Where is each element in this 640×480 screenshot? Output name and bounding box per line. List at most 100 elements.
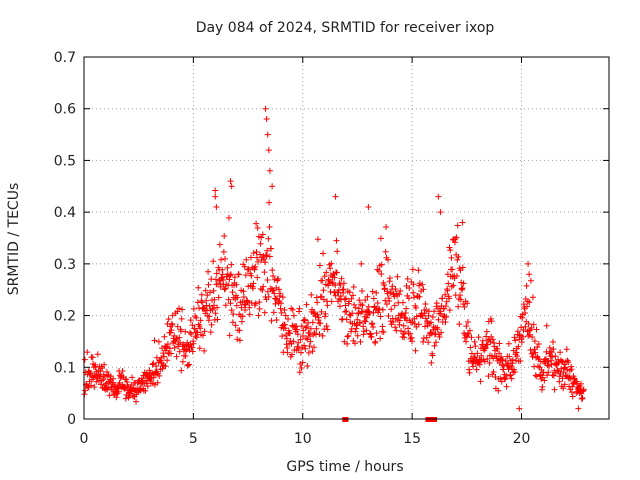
data-point — [411, 320, 418, 327]
x-axis-label: GPS time / hours — [286, 459, 403, 475]
data-point — [454, 256, 461, 263]
data-point — [454, 222, 461, 229]
data-point — [377, 235, 384, 242]
data-point — [240, 294, 247, 301]
data-point — [455, 253, 462, 260]
data-point — [384, 290, 391, 297]
data-point — [435, 193, 442, 200]
data-point — [198, 291, 205, 298]
data-point — [307, 325, 314, 332]
data-point — [233, 281, 240, 288]
data-point — [580, 386, 587, 393]
data-point — [529, 353, 536, 360]
data-point — [550, 339, 556, 346]
data-point — [528, 325, 535, 332]
data-point — [423, 334, 430, 341]
data-point — [429, 313, 436, 320]
data-point — [529, 334, 536, 341]
data-point — [343, 316, 350, 323]
data-point — [351, 340, 358, 347]
data-points — [81, 105, 587, 412]
data-point — [320, 250, 327, 257]
data-point — [416, 293, 423, 300]
data-point — [349, 292, 356, 299]
data-point — [97, 368, 104, 375]
data-point — [256, 305, 263, 312]
data-point — [401, 334, 408, 341]
data-point — [410, 289, 417, 296]
data-point — [307, 333, 314, 340]
data-point — [269, 183, 276, 190]
data-point — [265, 235, 272, 242]
data-point — [514, 353, 521, 360]
data-point — [473, 366, 480, 373]
data-point — [421, 310, 428, 317]
y-tick-label: 0.7 — [54, 50, 76, 66]
data-point — [189, 348, 196, 355]
data-point — [482, 344, 489, 351]
data-point — [433, 300, 440, 307]
data-point — [281, 306, 288, 313]
data-point — [279, 333, 286, 340]
data-point — [290, 312, 297, 319]
data-point — [552, 353, 559, 360]
data-point — [575, 405, 582, 412]
data-point — [260, 283, 267, 290]
data-point — [212, 193, 219, 200]
data-point — [239, 313, 246, 320]
data-point — [189, 322, 196, 329]
data-point — [328, 298, 335, 305]
data-point — [314, 311, 321, 318]
data-point — [156, 372, 163, 379]
data-point — [505, 340, 512, 347]
data-point — [301, 316, 308, 323]
data-point — [548, 361, 555, 368]
data-point — [485, 373, 492, 380]
data-point — [146, 367, 153, 374]
data-point — [459, 285, 466, 292]
data-point — [308, 291, 315, 298]
data-point — [506, 353, 513, 360]
data-point — [503, 383, 510, 390]
data-point — [279, 294, 286, 301]
data-point — [522, 323, 529, 330]
data-point — [462, 338, 469, 345]
data-point — [525, 260, 532, 267]
data-point — [263, 116, 270, 123]
data-point — [362, 297, 369, 304]
data-point — [89, 354, 96, 361]
data-point — [340, 286, 347, 293]
data-point — [257, 240, 264, 247]
data-point — [406, 285, 413, 292]
data-point — [210, 302, 217, 309]
data-point — [343, 308, 350, 315]
data-point — [522, 309, 529, 316]
data-point — [142, 387, 149, 394]
data-point — [302, 345, 309, 352]
data-point — [165, 349, 172, 356]
data-point — [397, 287, 404, 294]
data-point — [369, 288, 376, 295]
data-point — [336, 303, 343, 310]
data-point — [278, 309, 285, 316]
data-point — [88, 382, 95, 389]
data-point — [455, 303, 462, 310]
data-point — [253, 248, 260, 255]
data-point — [346, 289, 353, 296]
data-point — [534, 344, 541, 351]
data-point — [218, 256, 225, 263]
data-point — [324, 302, 331, 309]
data-point — [407, 330, 414, 337]
data-point — [179, 306, 186, 313]
data-point — [523, 282, 530, 289]
data-point — [323, 269, 330, 276]
data-point — [238, 304, 245, 311]
data-point — [410, 281, 417, 288]
data-point — [428, 359, 435, 366]
data-point — [427, 329, 434, 336]
data-point — [155, 338, 162, 345]
data-point — [94, 351, 101, 358]
data-point — [316, 331, 323, 338]
data-point — [283, 335, 290, 342]
